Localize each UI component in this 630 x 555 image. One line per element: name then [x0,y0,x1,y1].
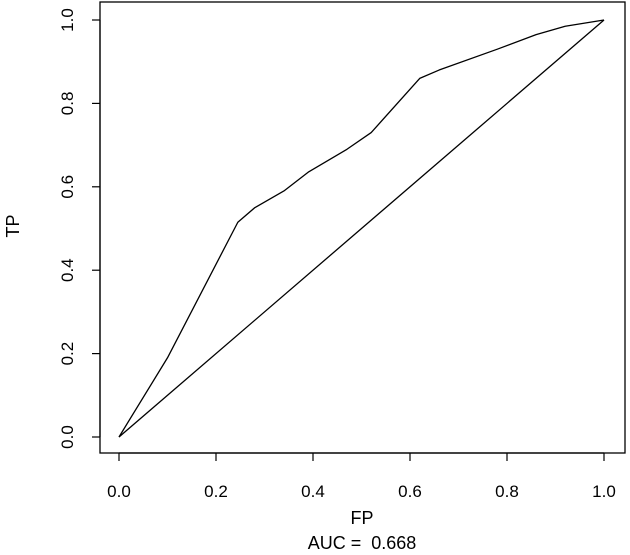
x-axis: 0.0 0.2 0.4 0.6 0.8 1.0 [107,452,616,501]
diagonal-reference-line [118,19,605,438]
roc-curve-line [118,19,605,438]
y-tick-label: 0.2 [58,342,77,366]
y-tick-label: 0.6 [58,175,77,199]
x-tick-label: 0.0 [107,482,131,501]
y-axis-label: TP [3,214,23,237]
x-axis-label: FP [350,508,373,528]
x-tick-label: 0.4 [301,482,325,501]
series-layer [118,19,605,438]
y-tick-label: 1.0 [58,8,77,32]
y-tick-label: 0.0 [58,425,77,449]
auc-annotation: AUC = 0.668 [308,533,417,553]
y-tick-label: 0.4 [58,258,77,282]
x-tick-label: 0.6 [398,482,422,501]
y-axis: 0.0 0.2 0.4 0.6 0.8 1.0 [58,8,101,449]
y-tick-label: 0.8 [58,92,77,116]
x-tick-label: 0.2 [204,482,228,501]
x-tick-label: 1.0 [592,482,616,501]
x-tick-label: 0.8 [495,482,519,501]
